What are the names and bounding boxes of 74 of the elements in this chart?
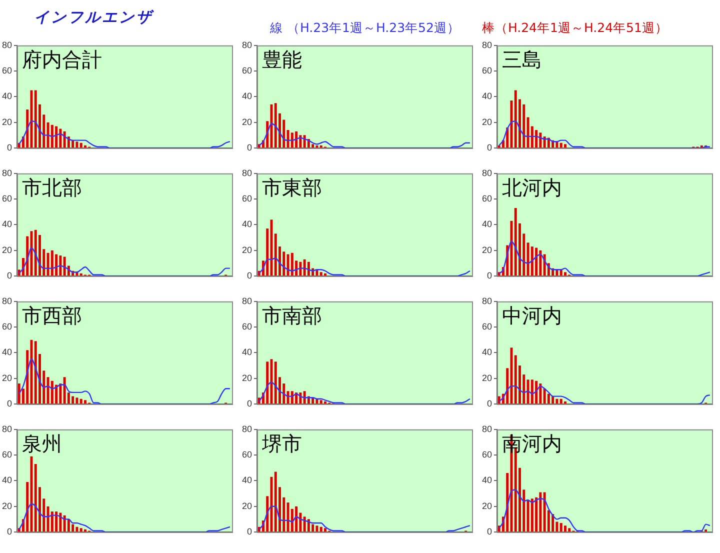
- y-tick-label: 0: [486, 526, 492, 536]
- y-tick-label: 40: [2, 347, 12, 358]
- y-tick-label: 20: [482, 372, 492, 383]
- y-tick-label: 80: [242, 424, 252, 434]
- y-tick-label: 0: [246, 270, 252, 280]
- chart-title: 市北部: [22, 176, 82, 200]
- y-tick-label: 80: [482, 424, 492, 434]
- y-tick-label: 20: [242, 372, 252, 383]
- y-tick-label: 0: [246, 142, 252, 152]
- y-tick-label: 80: [2, 40, 12, 50]
- chart-title: 中河内: [502, 304, 562, 328]
- y-tick-label: 60: [482, 66, 492, 76]
- y-tick-label: 80: [482, 168, 492, 178]
- y-tick-label: 20: [242, 244, 252, 255]
- y-tick-label: 60: [482, 194, 492, 204]
- y-tick-label: 80: [2, 296, 12, 306]
- y-tick-label: 40: [2, 91, 12, 102]
- y-tick-label: 60: [242, 194, 252, 204]
- y-tick-label: 60: [242, 322, 252, 332]
- y-tick-label: 0: [6, 142, 12, 152]
- y-tick-label: 0: [246, 526, 252, 536]
- y-tick-label: 0: [6, 398, 12, 408]
- y-tick-label: 80: [482, 40, 492, 50]
- y-tick-label: 80: [242, 168, 252, 178]
- y-tick-label: 20: [242, 116, 252, 127]
- y-tick-label: 60: [482, 322, 492, 332]
- y-tick-label: 60: [2, 66, 12, 76]
- y-tick-label: 40: [242, 91, 252, 102]
- chart-title: 市南部: [262, 304, 322, 328]
- y-tick-label: 20: [2, 372, 12, 383]
- y-tick-label: 40: [242, 475, 252, 486]
- y-tick-label: 20: [2, 500, 12, 511]
- y-tick-label: 60: [482, 450, 492, 460]
- chart-title: 堺市: [261, 432, 302, 456]
- chart-title: 北河内: [502, 176, 562, 200]
- chart-title: 豊能: [262, 48, 302, 72]
- chart-title: 市東部: [262, 176, 322, 200]
- chart-title: 府内合計: [22, 48, 102, 72]
- y-tick-label: 80: [482, 296, 492, 306]
- y-tick-label: 80: [242, 296, 252, 306]
- y-tick-label: 20: [482, 500, 492, 511]
- y-tick-label: 60: [2, 322, 12, 332]
- text: 線 （H.23年1週～H.23年52週）: [270, 20, 460, 37]
- y-tick-label: 20: [482, 244, 492, 255]
- text: 棒（H.24年1週～H.24年51週）: [482, 20, 668, 37]
- y-tick-label: 80: [2, 168, 12, 178]
- y-tick-label: 80: [2, 424, 12, 434]
- y-tick-label: 20: [2, 244, 12, 255]
- y-tick-label: 60: [2, 194, 12, 204]
- chart-title: 市西部: [22, 304, 82, 328]
- chart-title: 泉州: [22, 432, 62, 456]
- y-tick-label: 40: [482, 475, 492, 486]
- y-tick-label: 40: [482, 91, 492, 102]
- y-tick-label: 20: [2, 116, 12, 127]
- y-tick-label: 40: [242, 347, 252, 358]
- y-tick-label: 20: [242, 500, 252, 511]
- y-tick-label: 0: [6, 270, 12, 280]
- chart-title: 三島: [502, 48, 542, 72]
- y-tick-label: 60: [2, 450, 12, 460]
- y-tick-label: 40: [482, 347, 492, 358]
- y-tick-label: 60: [242, 450, 252, 460]
- y-tick-label: 0: [486, 142, 492, 152]
- y-tick-label: 40: [2, 219, 12, 230]
- y-tick-label: 0: [6, 526, 12, 536]
- y-tick-label: 60: [242, 66, 252, 76]
- text: インフルエンザ: [34, 8, 153, 27]
- y-tick-label: 0: [486, 270, 492, 280]
- y-tick-label: 40: [482, 219, 492, 230]
- y-tick-label: 0: [486, 398, 492, 408]
- y-tick-label: 20: [482, 116, 492, 127]
- y-tick-label: 40: [242, 219, 252, 230]
- y-tick-label: 80: [242, 40, 252, 50]
- y-tick-label: 0: [246, 398, 252, 408]
- y-tick-label: 40: [2, 475, 12, 486]
